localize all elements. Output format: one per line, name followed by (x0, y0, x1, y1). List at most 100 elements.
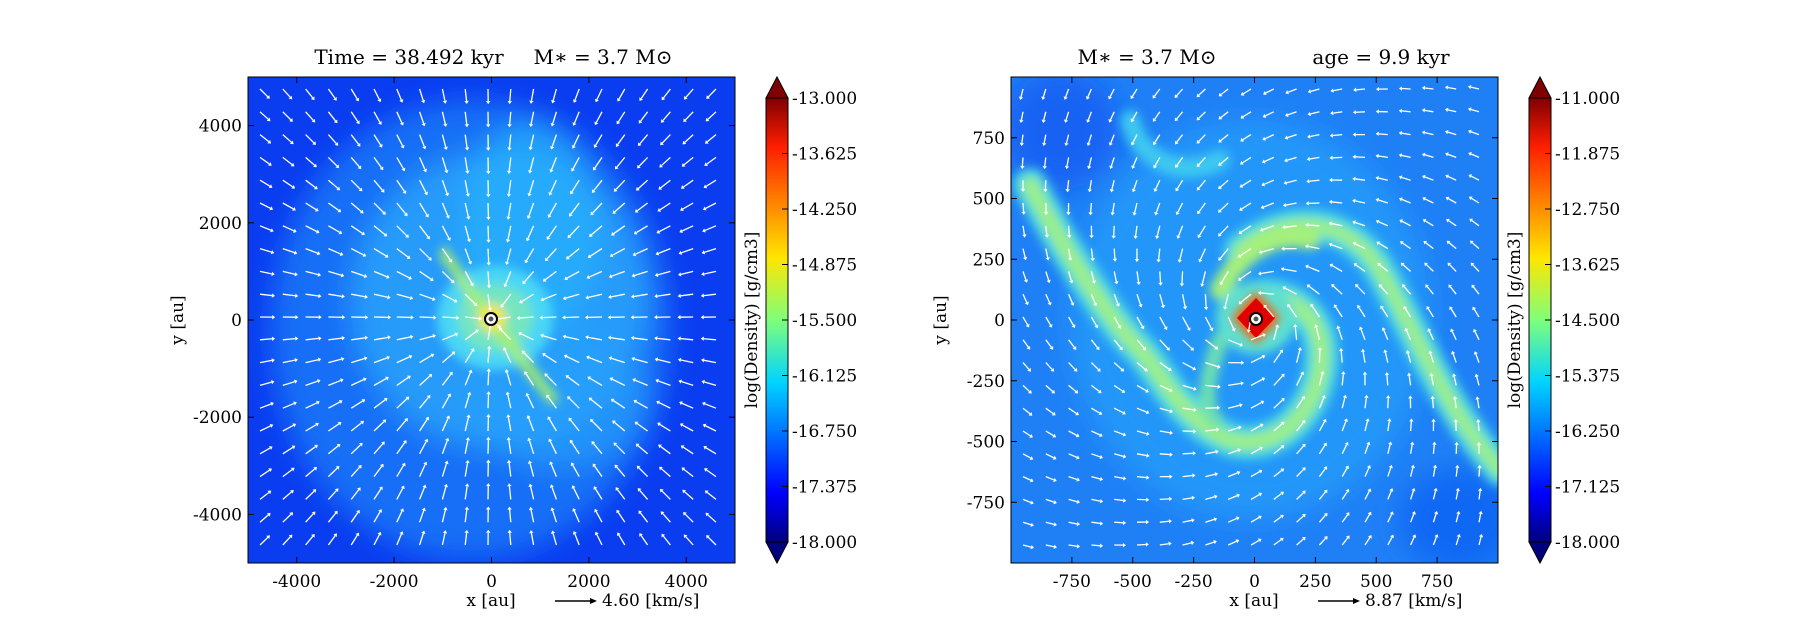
velocity-arrow (592, 157, 603, 171)
velocity-arrow (1022, 544, 1034, 550)
velocity-arrow (1432, 487, 1438, 500)
velocity-arrow (657, 202, 671, 212)
velocity-arrow (613, 179, 626, 192)
velocity-arrow (1110, 202, 1115, 216)
velocity-arrow (350, 465, 362, 478)
velocity-arrow (396, 418, 408, 432)
velocity-arrow (1090, 271, 1096, 284)
velocity-arrow (1398, 153, 1411, 159)
velocity-arrow (569, 439, 580, 455)
velocity-arrow (350, 509, 360, 523)
velocity-arrow (442, 293, 458, 303)
velocity-arrow (1296, 490, 1306, 500)
velocity-arrow (572, 111, 580, 126)
velocity-arrow (1383, 349, 1389, 363)
velocity-arrow (441, 393, 452, 409)
velocity-arrow (654, 293, 671, 299)
velocity-arrow (1376, 86, 1388, 92)
velocity-arrow (1136, 293, 1143, 308)
velocity-arrow (547, 416, 557, 432)
velocity-arrow (1041, 111, 1047, 123)
velocity-arrow (259, 535, 270, 546)
velocity-arrow (350, 399, 366, 409)
velocity-arrow (594, 531, 603, 546)
velocity-arrow (1198, 248, 1206, 263)
velocity-arrow (259, 293, 276, 298)
velocity-arrow (1067, 248, 1073, 261)
velocity-arrow (1153, 179, 1161, 192)
velocity-arrow (528, 483, 535, 500)
velocity-arrow (527, 460, 535, 477)
velocity-arrow (373, 248, 389, 258)
velocity-arrow (1263, 304, 1275, 318)
velocity-arrow (282, 445, 296, 455)
velocity-arrow (609, 377, 626, 386)
velocity-arrow (1450, 328, 1457, 341)
velocity-arrow (373, 335, 391, 341)
velocity-arrow (571, 485, 580, 500)
velocity-arrow (594, 88, 603, 103)
velocity-arrow (1421, 152, 1434, 159)
velocity-arrow (1364, 418, 1370, 432)
y-tick-label: -4000 (193, 505, 242, 525)
velocity-arrow (1473, 351, 1480, 363)
velocity-arrow (1273, 349, 1284, 363)
velocity-arrow (351, 293, 368, 299)
velocity-arrow (441, 371, 453, 386)
velocity-arrow (441, 134, 448, 151)
velocity-arrow (1381, 327, 1389, 341)
velocity-arrow (1087, 180, 1093, 193)
velocity-arrow (350, 111, 360, 125)
velocity-arrow (507, 506, 512, 523)
velocity-arrow (539, 315, 557, 320)
velocity-arrow (562, 293, 580, 301)
velocity-arrow (563, 354, 580, 364)
velocity-arrow (1314, 324, 1321, 340)
velocity-arrow (1282, 286, 1297, 295)
x-tick-label: 750 (1421, 572, 1453, 592)
velocity-arrow (486, 506, 491, 523)
velocity-arrow (1113, 407, 1126, 415)
velocity-arrow (328, 335, 345, 341)
colorbar-tick-label: -13.625 (792, 145, 857, 165)
velocity-arrow (1086, 111, 1093, 123)
velocity-arrow (529, 88, 535, 104)
x-axis-1: -4000 -2000 0 2000 4000 (272, 77, 708, 592)
velocity-arrow (1408, 395, 1413, 409)
velocity-arrow (1159, 496, 1173, 502)
velocity-arrow (1182, 451, 1196, 456)
velocity-arrow (1318, 442, 1327, 455)
velocity-arrow (464, 369, 473, 386)
velocity-arrow (419, 373, 433, 386)
velocity-arrow (1387, 511, 1394, 523)
velocity-arrow (1432, 534, 1439, 546)
velocity-arrow (519, 293, 534, 304)
velocity-arrow (1064, 134, 1070, 147)
velocity-arrow (373, 315, 391, 320)
velocity-arrow (1091, 521, 1104, 526)
velocity-arrow (1449, 306, 1457, 318)
velocity-arrow (1296, 536, 1306, 546)
colorbar-tick-label: -16.125 (792, 367, 857, 387)
velocity-arrow (419, 353, 435, 364)
velocity-arrow (633, 399, 648, 409)
velocity-arrow (259, 134, 272, 144)
velocity-arrow (1182, 429, 1197, 434)
velocity-arrow (567, 225, 580, 239)
velocity-arrow (373, 463, 384, 477)
velocity-arrow (1422, 196, 1434, 204)
velocity-arrow (486, 345, 492, 363)
y-axis-1: 4000 2000 0 -2000 -4000 (193, 117, 735, 525)
x-tick-label: -2000 (370, 572, 419, 592)
velocity-arrow (1362, 371, 1368, 386)
velocity-arrow (1068, 384, 1079, 394)
velocity-arrow (1136, 542, 1149, 547)
velocity-arrow (419, 248, 432, 261)
velocity-arrow (591, 441, 603, 455)
velocity-arrow (486, 134, 491, 151)
velocity-arrow (305, 489, 317, 500)
velocity-arrow (1310, 303, 1320, 318)
velocity-arrow (1068, 475, 1080, 482)
velocity-arrow (1022, 407, 1033, 416)
velocity-arrow (1360, 348, 1366, 363)
